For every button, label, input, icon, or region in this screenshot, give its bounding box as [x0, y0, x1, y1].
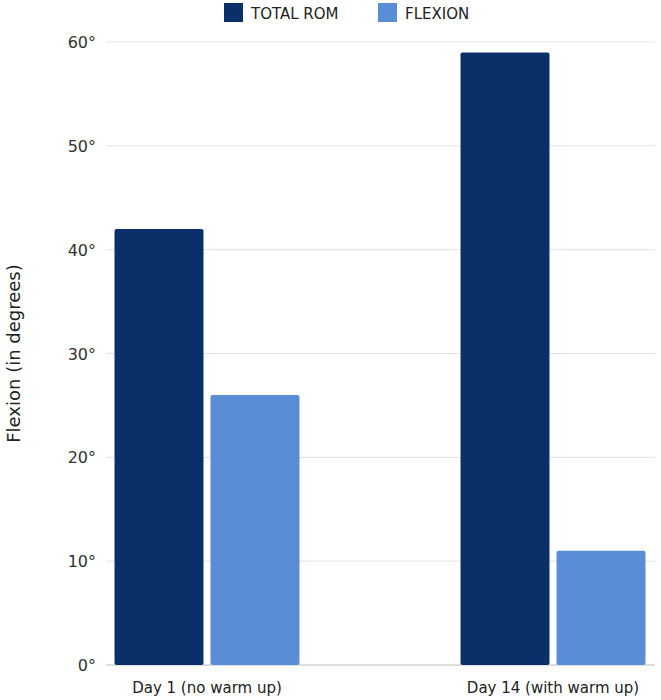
bar — [461, 52, 550, 665]
y-axis-label: Flexion (in degrees) — [3, 264, 24, 443]
grid-line — [106, 145, 655, 146]
bar — [115, 229, 204, 665]
y-tick-label: 40° — [68, 241, 96, 260]
bar — [557, 551, 646, 665]
legend-swatch — [378, 3, 397, 22]
bar — [211, 395, 300, 665]
legend-label: FLEXION — [405, 5, 469, 23]
chart: 0° 10° 20° 30° 40° 50° 60° Flexion (in degrees)… — [0, 0, 661, 700]
chart-container: 0° 10° 20° 30° 40° 50° 60° Flexion (in degrees)… — [0, 0, 661, 700]
y-tick-label: 0° — [78, 656, 96, 675]
x-tick-label: Day 14 (with warm up) — [467, 679, 639, 697]
x-tick-label: Day 1 (no warm up) — [132, 679, 282, 697]
y-tick-label: 10° — [68, 552, 96, 571]
y-tick-label: 50° — [68, 137, 96, 156]
legend-label: TOTAL ROM — [250, 5, 339, 23]
y-tick-label: 20° — [68, 448, 96, 467]
legend-swatch — [224, 3, 243, 22]
bars — [115, 52, 646, 665]
y-tick-label: 60° — [68, 33, 96, 52]
grid-line — [106, 42, 655, 43]
y-tick-label: 30° — [68, 345, 96, 364]
